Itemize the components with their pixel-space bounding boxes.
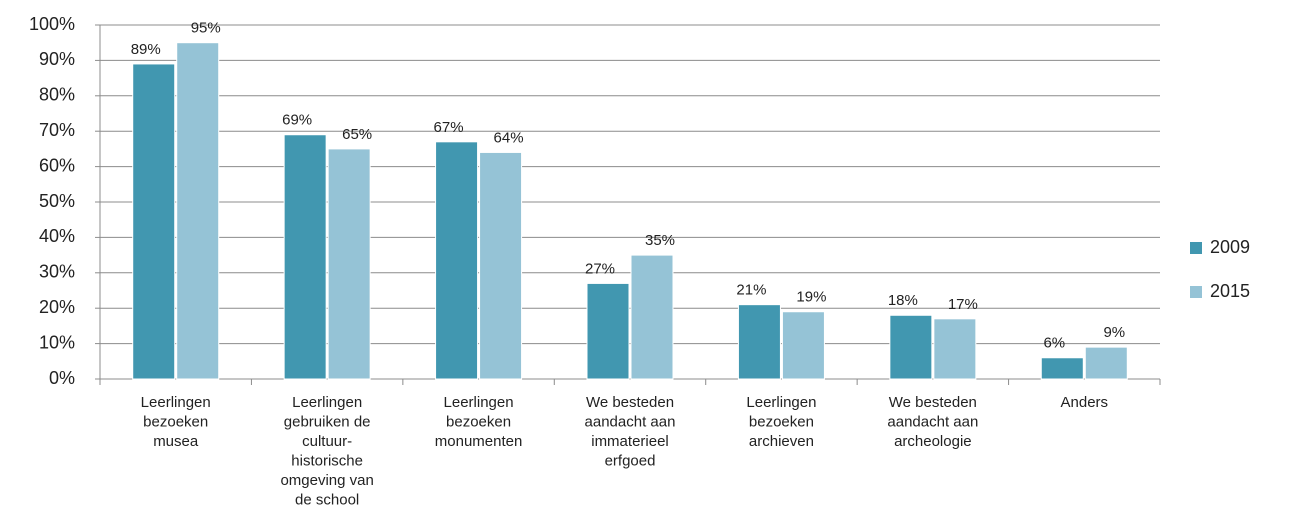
x-tick-label: Anders — [1061, 394, 1109, 411]
value-label: 21% — [736, 282, 766, 299]
x-tick-label: We besteden aandacht aan archeologie — [887, 394, 978, 450]
value-label: 65% — [342, 126, 372, 143]
bar — [1084, 346, 1128, 380]
x-tick-label: We besteden aandacht aan immaterieel erfgoe… — [585, 394, 676, 470]
x-tick-label-line: gebruiken de — [284, 413, 371, 430]
x-tick-label-line: de school — [295, 491, 359, 508]
y-tick-label: 40% — [39, 226, 75, 246]
bar — [737, 304, 781, 380]
y-tick-label: 50% — [39, 191, 75, 211]
y-tick-label: 10% — [39, 332, 75, 352]
bar — [132, 63, 176, 380]
x-tick-label-line: bezoeken — [749, 413, 814, 430]
value-label: 67% — [434, 119, 464, 136]
bar — [327, 148, 371, 380]
legend-label: 2015 — [1210, 281, 1250, 301]
x-tick-label-line: musea — [153, 433, 199, 450]
value-label: 17% — [948, 296, 978, 313]
x-tick-label: Leerlingen gebruiken de cultuur-historisch… — [280, 394, 373, 509]
x-tick-label-line: archeologie — [894, 433, 972, 450]
x-tick-label-line: cultuur- — [302, 433, 352, 450]
value-label: 89% — [131, 41, 161, 58]
value-label: 95% — [191, 20, 221, 37]
value-label: 69% — [282, 112, 312, 129]
value-label: 64% — [494, 129, 524, 146]
x-tick-label-line: archieven — [749, 433, 814, 450]
x-tick-label: Leerlingen bezoeken monumenten — [435, 394, 523, 450]
y-tick-label: 100% — [29, 14, 75, 34]
legend-swatch — [1190, 286, 1202, 298]
bar — [435, 141, 479, 380]
x-tick-label-line: Leerlingen — [292, 394, 362, 411]
x-tick-label: Leerlingen bezoeken archieven — [746, 394, 816, 450]
value-label: 6% — [1043, 335, 1065, 352]
x-tick-label-line: We besteden — [889, 394, 977, 411]
value-label: 35% — [645, 232, 675, 249]
y-tick-label: 0% — [49, 368, 75, 388]
x-tick-label-line: erfgoed — [605, 452, 656, 469]
value-label: 9% — [1103, 324, 1125, 341]
x-tick-label-line: Leerlingen — [141, 394, 211, 411]
x-tick-label-line: bezoeken — [446, 413, 511, 430]
bar — [630, 254, 674, 380]
y-tick-label: 30% — [39, 262, 75, 282]
y-tick-label: 60% — [39, 155, 75, 175]
x-tick-label-line: Leerlingen — [444, 394, 514, 411]
legend-swatch — [1190, 242, 1202, 254]
x-tick-label-line: immaterieel — [591, 433, 669, 450]
x-tick-label-line: Anders — [1061, 394, 1109, 411]
x-tick-label-line: Leerlingen — [746, 394, 816, 411]
y-tick-label: 90% — [39, 49, 75, 69]
value-label: 18% — [888, 292, 918, 309]
bar — [933, 318, 977, 380]
bar — [889, 314, 933, 380]
bar — [176, 42, 220, 380]
x-tick-label-line: aandacht aan — [887, 413, 978, 430]
bar — [781, 311, 825, 380]
y-tick-label: 70% — [39, 120, 75, 140]
bar — [1040, 357, 1084, 380]
value-label: 27% — [585, 260, 615, 277]
x-tick-label-line: historische — [291, 452, 363, 469]
bar — [479, 151, 523, 380]
x-tick-label-line: monumenten — [435, 433, 523, 450]
value-label: 19% — [796, 289, 826, 306]
x-tick-label-line: aandacht aan — [585, 413, 676, 430]
x-tick-label-line: bezoeken — [143, 413, 208, 430]
x-tick-label: Leerlingen bezoeken musea — [141, 394, 211, 450]
bar — [283, 134, 327, 380]
x-tick-label-line: omgeving van — [280, 472, 373, 489]
bar — [586, 282, 630, 380]
y-tick-label: 20% — [39, 297, 75, 317]
legend-label: 2009 — [1210, 237, 1250, 257]
x-tick-label-line: We besteden — [586, 394, 674, 411]
y-tick-label: 80% — [39, 85, 75, 105]
